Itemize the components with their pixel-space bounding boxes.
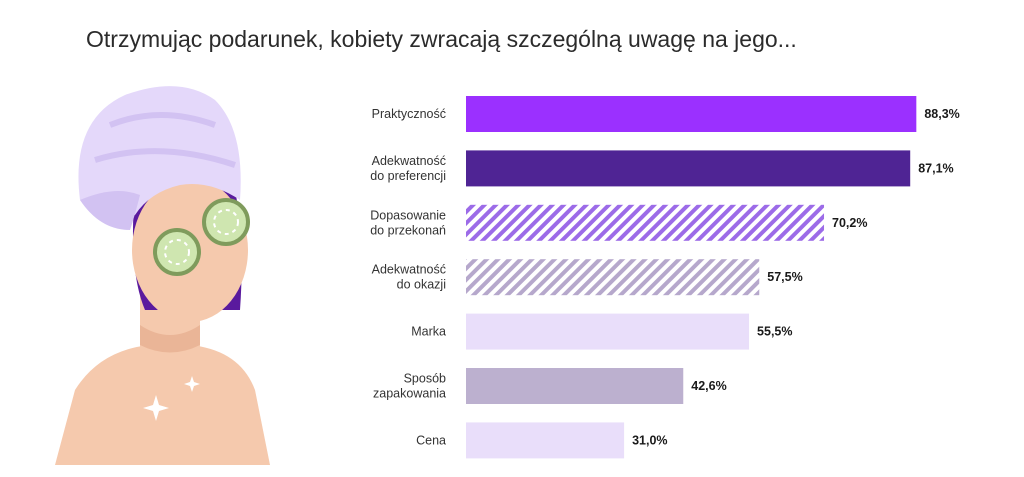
cucumber-slice-icon bbox=[153, 228, 201, 276]
bar bbox=[466, 150, 911, 187]
category-label: Dopasowanie bbox=[370, 208, 446, 222]
category-label: Marka bbox=[411, 325, 446, 339]
value-label: 55,5% bbox=[757, 325, 792, 339]
value-label: 57,5% bbox=[767, 270, 802, 284]
category-label: Cena bbox=[416, 433, 446, 447]
bar bbox=[466, 204, 825, 241]
category-label: do preferencji bbox=[370, 169, 446, 183]
bar bbox=[466, 313, 750, 350]
category-label: Adekwatność bbox=[372, 154, 446, 168]
bar bbox=[466, 259, 760, 296]
bar bbox=[466, 368, 684, 404]
value-label: 42,6% bbox=[691, 379, 726, 393]
category-label: Praktyczność bbox=[372, 107, 446, 121]
bar bbox=[466, 96, 917, 132]
value-label: 31,0% bbox=[632, 433, 667, 447]
category-label: zapakowania bbox=[373, 387, 446, 401]
value-label: 70,2% bbox=[832, 216, 867, 230]
category-label: Sposób bbox=[404, 372, 446, 386]
chart-title: Otrzymując podarunek, kobiety zwracają s… bbox=[86, 26, 797, 52]
category-label: Adekwatność bbox=[372, 263, 446, 277]
value-label: 88,3% bbox=[924, 107, 959, 121]
category-label: do okazji bbox=[397, 278, 446, 292]
sparkle-icon bbox=[184, 376, 200, 392]
sparkle-icon bbox=[143, 395, 169, 421]
value-label: 87,1% bbox=[918, 161, 953, 175]
cucumber-slice-icon bbox=[202, 198, 250, 246]
category-label: do przekonań bbox=[370, 223, 446, 237]
bar bbox=[466, 422, 625, 459]
woman-spa-illustration-icon bbox=[55, 86, 270, 465]
